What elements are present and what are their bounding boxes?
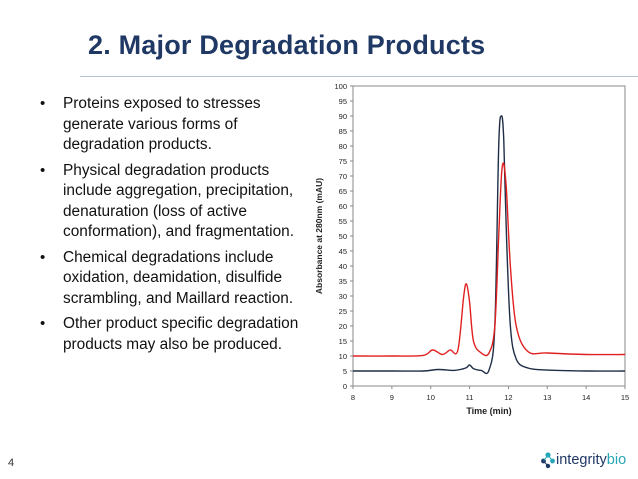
x-tick-label: 15 [621,393,629,402]
y-tick-label: 40 [339,262,347,271]
bullet-glyph: • [40,161,46,179]
y-tick-label: 45 [339,247,347,256]
series-line-dark [353,115,626,375]
y-tick-label: 60 [339,202,347,211]
y-tick-label: 55 [339,217,347,226]
y-tick-label: 0 [343,382,347,391]
bullet-item: • Proteins exposed to stresses generate v… [38,94,308,156]
company-logo: integrity bio [540,451,626,469]
series-layer [352,115,626,375]
bullet-text: Chemical degradations include oxidation,… [63,248,294,307]
slide-title: 2. Major Degradation Products [88,30,486,60]
bullet-text: Physical degradation products include ag… [63,161,294,241]
y-tick-label: 25 [339,307,347,316]
bullet-text: Other product specific degradation produ… [63,315,299,353]
y-tick-label: 15 [339,337,347,346]
bullet-list: • Proteins exposed to stresses generate v… [38,94,308,360]
y-tick-label: 95 [339,97,347,106]
x-axis-label: Time (min) [466,406,511,416]
logo-text-accent: bio [606,452,627,468]
x-axis: 8 9 10 11 12 13 14 15 [351,386,629,402]
x-tick-label: 11 [466,393,474,402]
y-tick-label: 65 [339,187,347,196]
y-tick-label: 10 [339,352,347,361]
y-tick-label: 30 [339,292,347,301]
y-axis: 0 5 10 15 20 25 30 35 40 45 50 55 60 65 70 75 80 85 90 95 10… [334,82,353,391]
y-tick-label: 70 [339,172,347,181]
bullet-glyph: • [40,248,46,266]
plot-frame [352,85,626,387]
x-tick-label: 14 [582,393,590,402]
y-tick-label: 90 [339,112,347,121]
title-divider [80,76,638,77]
bullet-item: • Chemical degradations include oxidation… [38,248,308,310]
series-line-red [352,162,626,357]
y-tick-label: 75 [339,157,347,166]
x-tick-label: 13 [543,393,551,402]
y-tick-label: 80 [339,142,347,151]
chromatogram-chart: 0 5 10 15 20 25 30 35 40 45 50 55 60 65 70 75 80 85 90 95 10… [314,82,629,416]
y-tick-label: 50 [339,232,347,241]
y-tick-label: 5 [343,367,347,376]
bullet-item: • Physical degradation products include a… [38,161,308,243]
x-tick-label: 8 [351,393,355,402]
bullet-text: Proteins exposed to stresses generate va… [63,95,261,153]
bullet-glyph: • [40,315,46,332]
molecule-icon [541,452,555,469]
y-axis-label: Absorbance at 280nm (mAU) [314,178,324,294]
y-tick-label: 85 [339,127,347,136]
page-number: 4 [8,457,15,469]
bullet-item: • Other product specific degradation prod… [38,314,308,355]
logo-text-main: integrity [556,452,607,468]
y-tick-label: 20 [339,322,347,331]
y-tick-label: 35 [339,277,347,286]
x-tick-label: 12 [504,393,512,402]
y-tick-label: 100 [334,82,347,91]
x-tick-label: 9 [390,393,394,402]
x-tick-label: 10 [427,393,435,402]
bullet-glyph: • [40,95,46,112]
